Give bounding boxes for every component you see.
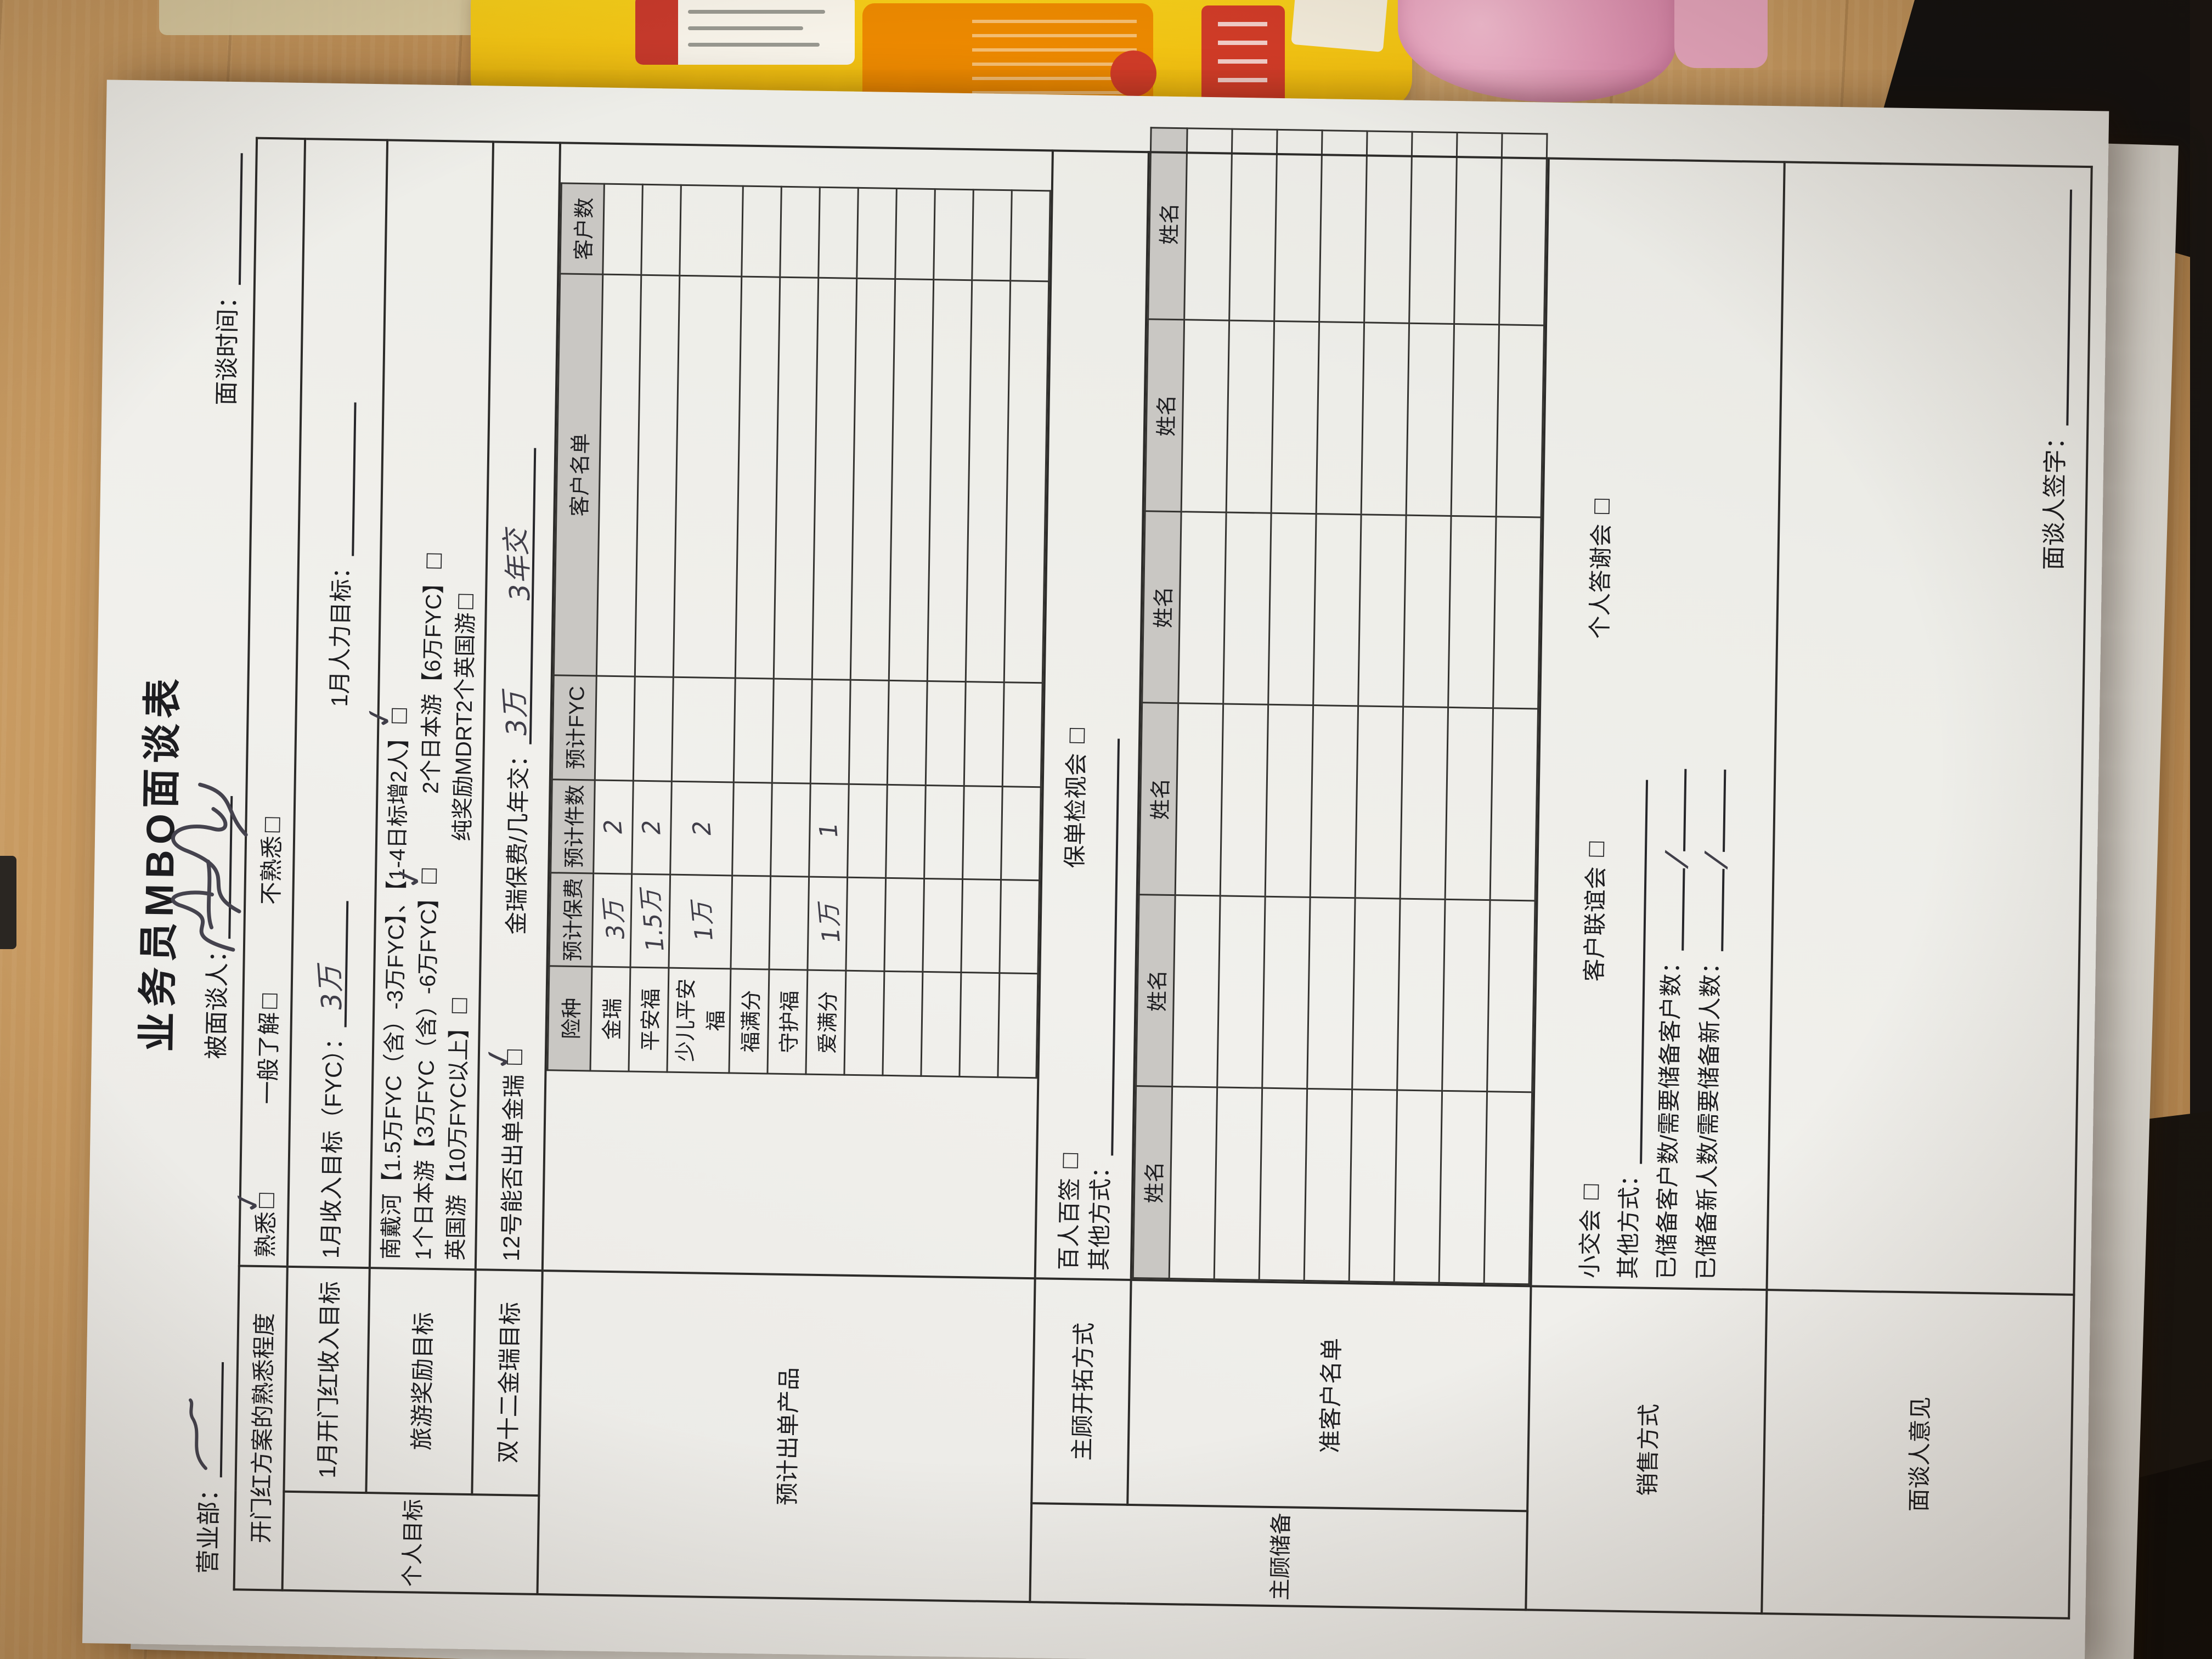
red-badge [1110, 50, 1156, 97]
travel-line2b: 2个日本游【6万FYC】 [419, 572, 447, 794]
form-table: 开门红方案的熟悉程度 熟悉□ ✓ 一般了解□ 不熟悉□ 个人目标 1月开门红收入目… [227, 127, 2093, 1620]
products-label: 预计出单产品 [537, 1271, 1035, 1602]
checkbox-general: 一般了解□ [253, 993, 283, 1105]
pink-object [1398, 0, 1675, 102]
sign-blank [2044, 189, 2073, 426]
time-blank [216, 153, 243, 285]
pink-object-small [1674, 0, 1768, 68]
sign-label: 面谈人签字： [2040, 425, 2070, 571]
pale-slip [1291, 0, 1389, 53]
col-count: 预计件数 [550, 779, 595, 873]
col-product: 险种 [548, 966, 592, 1071]
checkbox-uk: □ [444, 997, 473, 1014]
sales-other-blank [1618, 779, 1649, 1164]
double12-label: 双十二金瑞目标 [472, 1269, 543, 1496]
form-header-line: 营业部： 被面谈人： 面 [171, 153, 248, 1574]
prospecting-label: 主顾开拓方式 [1031, 1278, 1131, 1505]
fyc-goal-label: 1月收入目标（FYC）： [317, 1026, 347, 1259]
col-premium: 预计保费 [549, 872, 594, 967]
interviewee-field: 被面谈人： [171, 782, 248, 1059]
col-clients: 客户名单 [554, 273, 603, 676]
dept-label: 营业部： [195, 1477, 223, 1574]
row-opinion: 面谈人意见 面谈人签字： [1762, 162, 2092, 1618]
referral-group-label: 主顾储备 [1030, 1503, 1528, 1610]
checkbox-client-party: □ [1581, 841, 1610, 857]
fyc-goal-blank: 3万 [313, 900, 348, 1028]
double12-question: 12号能否出单金瑞 [498, 1074, 527, 1262]
row-prospect-list: 准客户名单 姓名 姓名 姓名 姓名 姓名 姓名 [1126, 127, 1549, 1610]
col-name: 姓名 [1145, 319, 1184, 512]
time-field: 面谈时间： [206, 153, 245, 405]
folder-edge [159, 0, 505, 35]
products-table: 险种 预计保费 预计件数 预计FYC 客户名单 客户数 金瑞 3万 2 平安福 1.5… [546, 182, 1051, 1079]
checkbox-familiar: 熟悉□ ✓ [227, 1184, 280, 1258]
row-products: 预计出单产品 险种 预计保费 预计件数 预计FYC 客户名单 客户数 [537, 143, 1053, 1602]
mbo-interview-form: 业务员MBO面谈表 营业部： 被面谈人： [82, 80, 2109, 1659]
travel-line2a: 1个日本游【3万FYC（含）-6万FYC】 [411, 887, 442, 1261]
dept-handwriting [188, 1398, 208, 1470]
travel-line3b: 纯奖励MDRT2个英国游 [450, 612, 478, 842]
prospecting-other-blank [1088, 738, 1120, 1156]
double12-blank: 3万 3年交 [498, 447, 536, 744]
opinion-label: 面谈人意见 [1762, 1290, 2074, 1618]
checkbox-100sign: □ [1054, 1153, 1084, 1169]
travel-line3a: 英国游【10万FYC以上】 [444, 1016, 472, 1261]
checkbox-small-meeting: □ [1576, 1184, 1605, 1200]
prospecting-other-label: 其他方式： [1086, 1155, 1114, 1271]
prospect-list-label: 准客户名单 [1127, 1279, 1531, 1511]
col-name: 姓名 [1148, 127, 1188, 320]
sales-opt3: 个人答谢会 [1587, 523, 1615, 639]
red-stripe [635, 0, 678, 65]
double12-handwriting-1: 3万 [498, 690, 533, 737]
interviewer-sign-line: 面谈人签字： [2034, 189, 2075, 571]
stored-clients-label: 已储备客户数/需要储备客户数： [1653, 950, 1685, 1280]
checkbox-double12: □ ✓ [477, 1041, 528, 1075]
col-name: 姓名 [1136, 894, 1176, 1087]
row-sales-method: 销售方式 小交会 □ 客户联谊会 □ 个人答谢会 □ [1526, 158, 1785, 1614]
double12-handwriting-2: 3年交 [499, 527, 537, 602]
white-mini-card [635, 0, 855, 65]
col-fyc: 预计FYC [552, 675, 597, 780]
stored-clients-slash-handwriting: ∕ [1657, 851, 1695, 868]
prospects-table: 姓名 姓名 姓名 姓名 姓名 姓名 [1132, 127, 1548, 1285]
orange-card [862, 3, 1156, 109]
col-client-count: 客户数 [560, 183, 605, 275]
sales-opt1: 小交会 [1576, 1209, 1604, 1279]
yellow-card-stack [471, 0, 1412, 109]
stored-recruits-label: 已储备新人数/需要储备新人数： [1692, 951, 1724, 1280]
sales-other-label: 其他方式： [1615, 1163, 1643, 1279]
checkbox-appreciation-meeting: □ [1586, 498, 1616, 515]
hr-goal-label: 1月人力目标： [326, 555, 354, 707]
fyc-goal-handwriting: 3万 [313, 964, 348, 1012]
hr-goal-blank [329, 402, 357, 556]
checkbox-japan1: □ ✓ [388, 860, 443, 894]
checkbox-mdrt-uk: □ [450, 594, 479, 610]
time-label: 面谈时间： [213, 284, 242, 406]
col-name: 姓名 [1133, 1086, 1172, 1279]
checkbox-beidaihe: □ ✓ [358, 700, 413, 733]
col-name: 姓名 [1142, 511, 1182, 704]
checkbox-policy-review: □ [1061, 727, 1090, 744]
checkbox-unfamiliar: 不熟悉□ [256, 817, 286, 905]
checkbox-japan2: □ [418, 553, 448, 569]
prospecting-opt1: 百人百签 [1055, 1177, 1083, 1271]
double12-detail-label: 金瑞保费/几年交： [503, 743, 532, 935]
personal-goal-group-label: 个人目标 [282, 1491, 539, 1595]
interviewee-signature-handwriting [171, 782, 248, 952]
sales-opt2: 客户联谊会 [1581, 866, 1609, 982]
dept-field: 营业部： [188, 1362, 227, 1574]
sales-label: 销售方式 [1526, 1286, 1767, 1614]
travel-line1: 南戴河【1.5万FYC（含）-3万FYC】、【1-4日标增2人】 [379, 726, 412, 1260]
stored-recruits-slash-handwriting: ∕ [1697, 853, 1734, 868]
familiarity-label: 开门红方案的熟悉程度 [234, 1266, 287, 1590]
red-tab [1201, 5, 1285, 105]
prospecting-opt2: 保单检视会 [1061, 753, 1090, 868]
left-edge-object [0, 856, 16, 949]
travel-goal-label: 旅游奖励目标 [366, 1268, 476, 1495]
income-goal-label: 1月开门红收入目标 [284, 1266, 370, 1493]
col-name: 姓名 [1139, 703, 1178, 895]
